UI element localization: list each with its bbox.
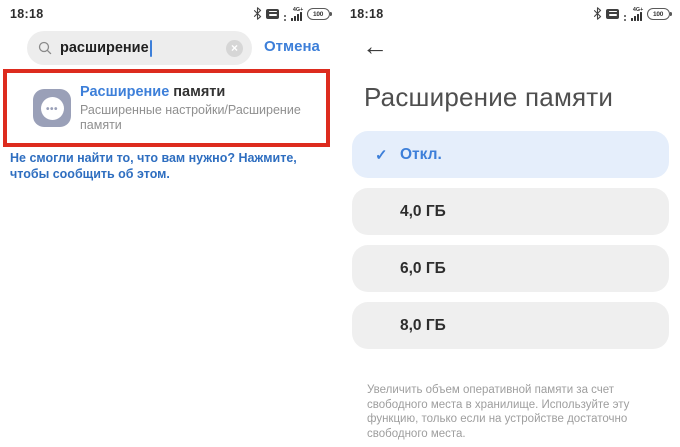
sim2-no-signal-dots xyxy=(624,15,626,21)
signal-icon: 4G+ xyxy=(623,5,643,21)
network-type-label: 4G+ xyxy=(632,5,643,12)
battery-icon: 100 xyxy=(307,7,332,20)
status-icons: 4G+ 100 xyxy=(253,5,332,21)
option-8gb[interactable]: 8,0 ГБ xyxy=(352,302,669,349)
option-4gb[interactable]: 4,0 ГБ xyxy=(352,188,669,235)
result-title-highlight: Расширение xyxy=(80,83,170,100)
volte-icon xyxy=(266,8,279,19)
description-text: Увеличить объем оперативной памяти за сч… xyxy=(367,384,630,440)
right-status-bar: 18:18 4G+ 100 xyxy=(340,0,680,24)
feedback-link[interactable]: Не смогли найти то, что вам нужно? Нажми… xyxy=(10,151,297,181)
result-text: Расширение памяти Расширенные настройки/… xyxy=(80,84,318,133)
option-6gb[interactable]: 6,0 ГБ xyxy=(352,245,669,292)
cancel-button[interactable]: Отмена xyxy=(264,38,320,55)
volte-icon xyxy=(606,8,619,19)
option-label: 4,0 ГБ xyxy=(400,202,446,220)
search-result-memory-extension[interactable]: Расширение памяти Расширенные настройки/… xyxy=(3,69,330,147)
signal-icon: 4G+ xyxy=(283,5,303,21)
memory-extension-app-icon xyxy=(33,89,71,127)
search-query: расширение xyxy=(60,40,149,56)
search-icon xyxy=(38,41,52,55)
text-cursor xyxy=(149,39,152,57)
network-type-label: 4G+ xyxy=(292,5,303,12)
battery-percent: 100 xyxy=(653,9,664,18)
option-label: Откл. xyxy=(400,145,442,163)
left-status-bar: 18:18 4G+ 100 xyxy=(0,0,340,24)
status-icons: 4G+ 100 xyxy=(593,5,672,21)
search-input[interactable]: расширение × xyxy=(27,31,252,65)
status-time: 18:18 xyxy=(10,6,44,21)
right-screen: 18:18 4G+ 100 ← Расширение памяти ✓ Откл… xyxy=(340,0,680,447)
left-screen: 18:18 4G+ 100 расширение × xyxy=(0,0,340,447)
option-off[interactable]: ✓ Откл. xyxy=(352,131,669,178)
status-time: 18:18 xyxy=(350,6,384,21)
back-button[interactable]: ← xyxy=(362,31,388,61)
result-title: Расширение памяти xyxy=(80,84,318,100)
option-label: 8,0 ГБ xyxy=(400,316,446,334)
bluetooth-icon xyxy=(593,7,602,20)
battery-icon: 100 xyxy=(647,7,672,20)
result-subtitle: Расширенные настройки/Расширение памяти xyxy=(80,102,301,132)
more-dots-icon xyxy=(46,99,58,117)
option-label: 6,0 ГБ xyxy=(400,259,446,277)
bluetooth-icon xyxy=(253,7,262,20)
sim2-no-signal-dots xyxy=(284,15,286,21)
battery-percent: 100 xyxy=(313,9,324,18)
check-icon: ✓ xyxy=(375,146,388,164)
result-title-rest: памяти xyxy=(169,83,226,100)
page-title: Расширение памяти xyxy=(364,82,614,112)
clear-search-button[interactable]: × xyxy=(226,39,243,57)
